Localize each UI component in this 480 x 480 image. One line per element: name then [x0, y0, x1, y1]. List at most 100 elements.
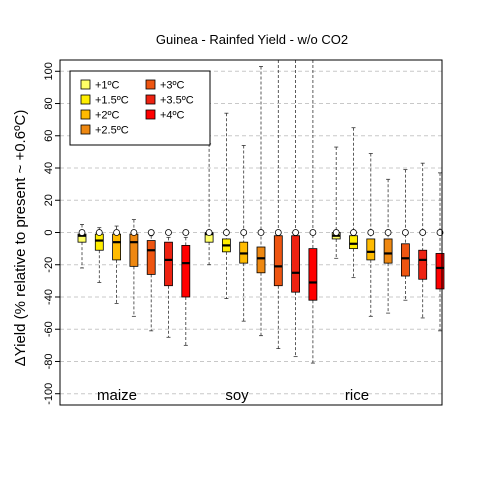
plot-frame — [59, 59, 443, 406]
box-soy-4 — [273, 59, 283, 349]
box-soy-0 — [204, 143, 214, 266]
y-tick-label: 40 — [43, 162, 55, 174]
legend-label: +3ºC — [160, 80, 185, 92]
legend: +1ºC +1.5ºC +2ºC +2.5ºC +3ºC +3.5ºC +4ºC — [69, 70, 211, 146]
legend-item: +1ºC — [80, 79, 120, 92]
box-series — [77, 59, 445, 364]
box-maize-2 — [112, 225, 121, 304]
zero-marker — [182, 229, 190, 236]
zero-marker — [309, 229, 317, 236]
box-iqr — [129, 233, 139, 267]
y-tick-label: 80 — [43, 97, 55, 109]
box-maize-4 — [146, 229, 156, 332]
legend-item: +3ºC — [145, 79, 185, 92]
legend-item: +2.5ºC — [80, 124, 129, 137]
box-rice-1 — [349, 127, 358, 279]
box-iqr — [418, 249, 428, 280]
zero-marker — [205, 229, 213, 236]
box-iqr — [291, 235, 301, 293]
zero-marker — [257, 229, 265, 236]
zero-marker — [78, 229, 86, 236]
zero-marker — [292, 229, 300, 236]
zero-marker — [240, 229, 248, 236]
box-soy-5 — [291, 59, 301, 358]
legend-swatch — [80, 94, 91, 105]
legend-label: +2.5ºC — [95, 125, 129, 137]
zero-marker — [274, 229, 282, 236]
box-maize-0 — [77, 224, 87, 269]
legend-label: +3.5ºC — [160, 95, 194, 107]
zero-marker — [165, 229, 172, 236]
y-tick-label: -80 — [43, 354, 55, 370]
box-soy-2 — [239, 145, 249, 322]
legend-swatch — [80, 109, 91, 120]
zero-marker — [113, 229, 120, 236]
crop-label-soy: soy — [225, 387, 249, 404]
y-tick-label: 100 — [43, 62, 55, 80]
box-iqr — [256, 246, 266, 274]
zero-marker — [332, 229, 340, 236]
legend-swatch — [145, 109, 156, 120]
box-iqr — [400, 243, 410, 277]
box-iqr — [94, 233, 104, 251]
zero-marker — [130, 229, 138, 236]
zero-marker — [95, 229, 103, 236]
box-iqr — [181, 244, 191, 298]
box-maize-3 — [129, 219, 139, 317]
box-iqr — [112, 233, 121, 261]
box-rice-0 — [331, 146, 341, 259]
box-iqr — [366, 238, 376, 261]
box-iqr — [146, 240, 156, 275]
box-soy-3 — [256, 66, 266, 337]
box-maize-1 — [94, 227, 104, 283]
legend-box — [69, 70, 211, 146]
box-iqr — [349, 235, 358, 250]
legend-label: +4ºC — [160, 110, 185, 122]
zero-marker — [367, 229, 375, 236]
legend-swatch — [80, 124, 91, 135]
box-soy-6 — [308, 59, 318, 364]
box-iqr — [383, 238, 393, 264]
box-rice-4 — [400, 169, 410, 301]
y-tick-label: -60 — [43, 321, 55, 337]
zero-marker — [350, 229, 357, 236]
legend-swatch — [145, 79, 156, 90]
y-axis: -100 -80 -60 -40 -20 0 20 40 60 80 100 — [43, 62, 60, 405]
box-iqr — [273, 235, 283, 287]
y-axis-label: ΔYield (% relative to present ~ +0.6ºC) — [12, 110, 29, 367]
box-iqr — [164, 241, 173, 287]
crop-label-maize: maize — [97, 387, 137, 404]
crop-labels: maize soy rice — [97, 387, 369, 404]
legend-label: +1.5ºC — [95, 95, 129, 107]
legend-item: +4ºC — [145, 109, 185, 122]
y-tick-label: 0 — [43, 229, 55, 235]
zero-marker — [222, 229, 230, 236]
box-maize-5 — [164, 229, 173, 338]
zero-marker — [384, 229, 392, 236]
legend-swatch — [80, 79, 91, 90]
legend-item: +1.5ºC — [80, 94, 129, 107]
legend-label: +1ºC — [95, 80, 120, 92]
y-tick-label: -20 — [43, 257, 55, 273]
zero-marker — [419, 229, 427, 236]
crop-label-rice: rice — [345, 387, 369, 404]
legend-item: +3.5ºC — [145, 94, 194, 107]
legend-swatch — [145, 94, 156, 105]
box-rice-5 — [418, 162, 428, 319]
legend-item: +2ºC — [80, 109, 120, 122]
box-maize-6 — [181, 229, 191, 346]
zero-marker — [401, 229, 409, 236]
box-soy-1 — [221, 112, 231, 299]
box-rice-3 — [383, 178, 393, 314]
y-tick-label: 60 — [43, 130, 55, 142]
chart-title: Guinea - Rainfed Yield - w/o CO2 — [156, 32, 348, 47]
box-iqr — [435, 253, 445, 290]
y-tick-label: -40 — [43, 289, 55, 305]
box-rice-2 — [366, 153, 376, 317]
box-iqr — [308, 248, 318, 301]
y-tick-label: 20 — [43, 194, 55, 206]
zero-marker — [147, 229, 155, 236]
legend-label: +2ºC — [95, 110, 120, 122]
box-rice-6 — [435, 172, 445, 332]
